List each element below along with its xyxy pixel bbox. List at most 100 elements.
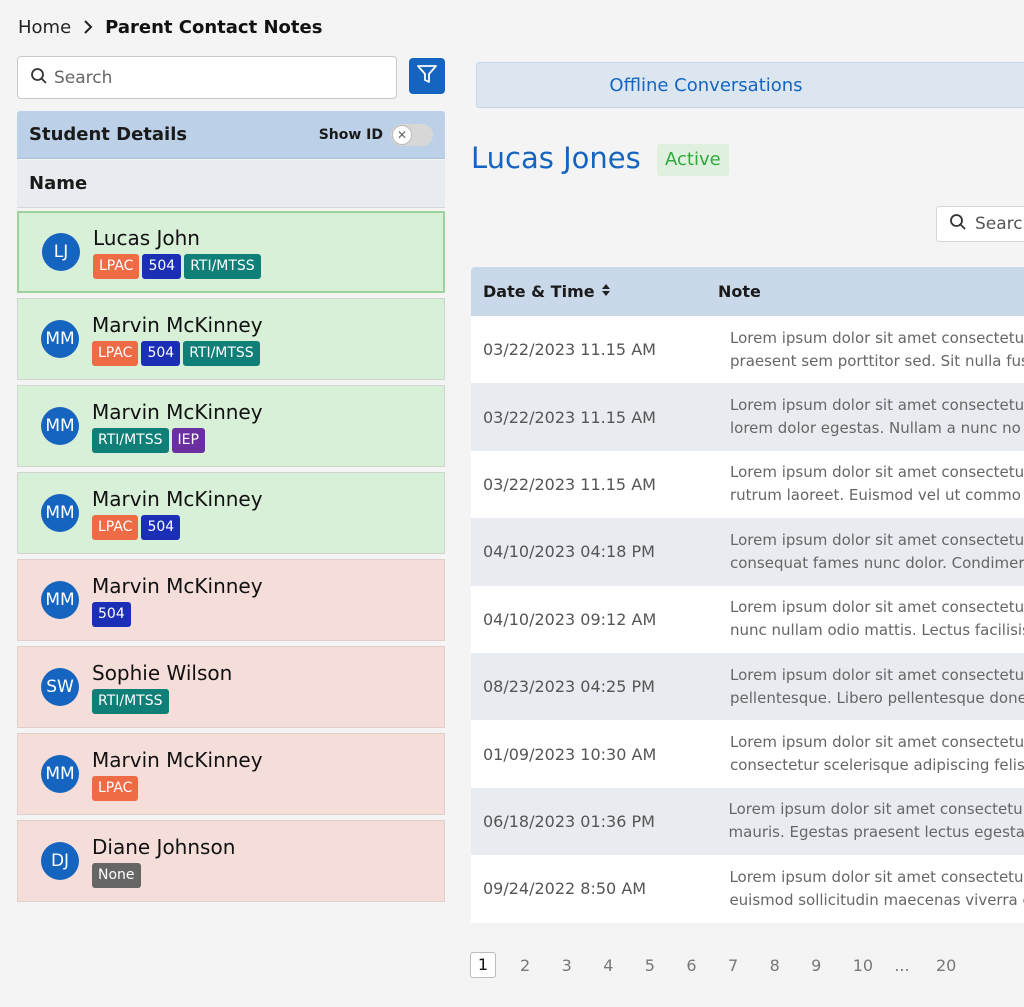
- pagination-ellipsis: ...: [894, 955, 910, 975]
- breadcrumb-home[interactable]: Home: [18, 16, 72, 38]
- page-button[interactable]: 5: [644, 955, 655, 975]
- page-button[interactable]: 2: [520, 955, 531, 975]
- page-button[interactable]: 7: [727, 955, 739, 975]
- tag-badge: 504: [141, 340, 181, 366]
- note-line: mauris. Egestas praesent lectus egestas: [728, 823, 1024, 842]
- student-list-item[interactable]: SW Sophie Wilson RTI/MTSS: [17, 646, 445, 728]
- student-info: Marvin McKinney LPAC 504 RTI/MTSS: [92, 313, 263, 366]
- table-row[interactable]: 09/24/2022 8:50 AM Lorem ipsum dolor sit …: [471, 855, 1024, 923]
- sort-icon[interactable]: [601, 282, 611, 301]
- table-row[interactable]: 06/18/2023 01:36 PM Lorem ipsum dolor sit…: [471, 787, 1024, 856]
- student-list-item[interactable]: MM Marvin McKinney RTI/MTSS IEP: [17, 385, 445, 467]
- page-button[interactable]: 4: [603, 955, 614, 975]
- student-tags: LPAC 504 RTI/MTSS: [93, 253, 261, 279]
- date-time-column-header[interactable]: Date & Time: [471, 282, 718, 301]
- student-list-item[interactable]: MM Marvin McKinney LPAC: [17, 733, 445, 815]
- student-name: Marvin McKinney: [92, 312, 263, 337]
- page-button[interactable]: 6: [686, 955, 697, 975]
- filter-button[interactable]: [409, 58, 445, 94]
- student-info: Marvin McKinney 504: [92, 574, 263, 627]
- table-row[interactable]: 01/09/2023 10:30 AM Lorem ipsum dolor sit…: [471, 720, 1024, 788]
- pagination: 1 2 3 4 5 6 7 8 9 10... 20: [470, 951, 978, 979]
- avatar: SW: [41, 668, 79, 706]
- chevron-right-icon: [83, 20, 93, 34]
- note-cell: Lorem ipsum dolor sit amet consectetu con…: [730, 731, 1024, 777]
- date-cell: 04/10/2023 09:12 AM: [483, 609, 657, 629]
- tag-badge: RTI/MTSS: [183, 340, 260, 366]
- table-row[interactable]: 03/22/2023 11.15 AM Lorem ipsum dolor sit…: [471, 316, 1024, 384]
- page-button[interactable]: 3: [561, 955, 572, 975]
- date-cell: 06/18/2023 01:36 PM: [483, 811, 655, 831]
- table-row[interactable]: 04/10/2023 04:18 PM Lorem ipsum dolor sit…: [471, 518, 1024, 586]
- table-header: Date & Time Note: [471, 267, 1024, 316]
- avatar: MM: [41, 494, 79, 532]
- filter-icon: [416, 63, 438, 89]
- table-row[interactable]: 08/23/2023 04:25 PM Lorem ipsum dolor sit…: [471, 652, 1024, 721]
- note-line: pellentesque. Libero pellentesque done: [730, 688, 1024, 707]
- tag-badge: None: [92, 862, 141, 888]
- date-cell: 03/22/2023 11.15 AM: [483, 340, 656, 360]
- student-name: Diane Johnson: [92, 834, 236, 859]
- search-icon: [949, 213, 967, 235]
- student-list-item[interactable]: LJ Lucas John LPAC 504 RTI/MTSS: [17, 211, 445, 293]
- student-info: Marvin McKinney LPAC: [92, 748, 263, 801]
- note-line: rutrum laoreet. Euismod vel ut commo: [730, 486, 1021, 505]
- breadcrumb-current: Parent Contact Notes: [105, 16, 323, 38]
- name-column-header[interactable]: Name: [17, 160, 445, 208]
- note-column-header: Note: [718, 282, 761, 301]
- table-row[interactable]: 04/10/2023 09:12 AM Lorem ipsum dolor sit…: [471, 585, 1024, 653]
- table-row[interactable]: 03/22/2023 11.15 AM Lorem ipsum dolor sit…: [471, 450, 1024, 519]
- note-cell: Lorem ipsum dolor sit amet consectetu eui…: [729, 866, 1024, 912]
- search-icon: [30, 67, 48, 89]
- date-cell: 01/09/2023 10:30 AM: [483, 744, 657, 764]
- note-cell: Lorem ipsum dolor sit amet consectetu mau…: [729, 798, 1024, 844]
- student-list-item[interactable]: DJ Diane Johnson None: [17, 820, 445, 902]
- table-row[interactable]: 03/22/2023 11.15 AM Lorem ipsum dolor sit…: [471, 383, 1024, 451]
- page-button[interactable]: 20: [935, 955, 957, 975]
- panel-title: Student Details: [29, 124, 188, 145]
- student-tags: RTI/MTSS: [92, 688, 232, 714]
- notes-search-input[interactable]: Searc: [936, 206, 1024, 242]
- student-name: Marvin McKinney: [92, 486, 263, 511]
- student-list-item[interactable]: MM Marvin McKinney LPAC 504: [17, 472, 445, 554]
- table-body: 03/22/2023 11.15 AM Lorem ipsum dolor sit…: [471, 316, 1024, 923]
- note-line: Lorem ipsum dolor sit amet consectetu: [729, 867, 1024, 886]
- note-line: consequat fames nunc dolor. Condimer: [730, 553, 1024, 572]
- student-search-input[interactable]: Search: [17, 56, 397, 99]
- avatar: MM: [41, 755, 79, 793]
- date-cell: 03/22/2023 11.15 AM: [483, 474, 656, 494]
- date-cell: 08/23/2023 04:25 PM: [483, 677, 655, 697]
- student-list-item[interactable]: MM Marvin McKinney LPAC 504 RTI/MTSS: [17, 298, 445, 380]
- tag-badge: LPAC: [92, 775, 139, 801]
- avatar: MM: [41, 320, 79, 358]
- tag-badge: RTI/MTSS: [92, 688, 169, 714]
- student-info: Marvin McKinney RTI/MTSS IEP: [92, 400, 263, 453]
- student-list-item[interactable]: MM Marvin McKinney 504: [17, 559, 445, 641]
- note-cell: Lorem ipsum dolor sit amet consectetu pra…: [730, 327, 1024, 373]
- note-line: Lorem ipsum dolor sit amet consectetu: [730, 396, 1024, 415]
- note-line: Lorem ipsum dolor sit amet consectetu: [730, 598, 1024, 617]
- page-button[interactable]: 8: [769, 955, 780, 975]
- date-cell: 09/24/2022 8:50 AM: [483, 879, 647, 899]
- page-button[interactable]: 9: [811, 955, 822, 975]
- search-placeholder: Search: [54, 67, 113, 88]
- note-line: Lorem ipsum dolor sit amet consectetu: [730, 530, 1024, 549]
- note-cell: Lorem ipsum dolor sit amet consectetu lor…: [730, 394, 1024, 440]
- show-id-toggle[interactable]: ✕: [391, 123, 433, 146]
- close-icon: ✕: [392, 124, 412, 145]
- date-cell: 03/22/2023 11.15 AM: [483, 407, 656, 427]
- student-info: Marvin McKinney LPAC 504: [92, 487, 263, 540]
- search-placeholder: Searc: [975, 214, 1023, 234]
- note-line: Lorem ipsum dolor sit amet consectetu: [730, 733, 1024, 752]
- page-button[interactable]: 1: [470, 952, 496, 978]
- note-line: lorem dolor egestas. Nullam a nunc no: [730, 419, 1021, 438]
- note-cell: Lorem ipsum dolor sit amet consectetu pel…: [730, 664, 1024, 710]
- tag-badge: 504: [141, 514, 181, 540]
- tab-offline-conversations[interactable]: Offline Conversations: [476, 62, 1024, 108]
- note-line: consectetur scelerisque adipiscing felis: [730, 756, 1024, 775]
- note-line: praesent sem porttitor sed. Sit nulla fu…: [730, 351, 1024, 370]
- avatar: MM: [41, 407, 79, 445]
- tab-label: Offline Conversations: [609, 74, 803, 96]
- tag-badge: LPAC: [93, 253, 140, 279]
- page-button[interactable]: 10: [852, 955, 874, 975]
